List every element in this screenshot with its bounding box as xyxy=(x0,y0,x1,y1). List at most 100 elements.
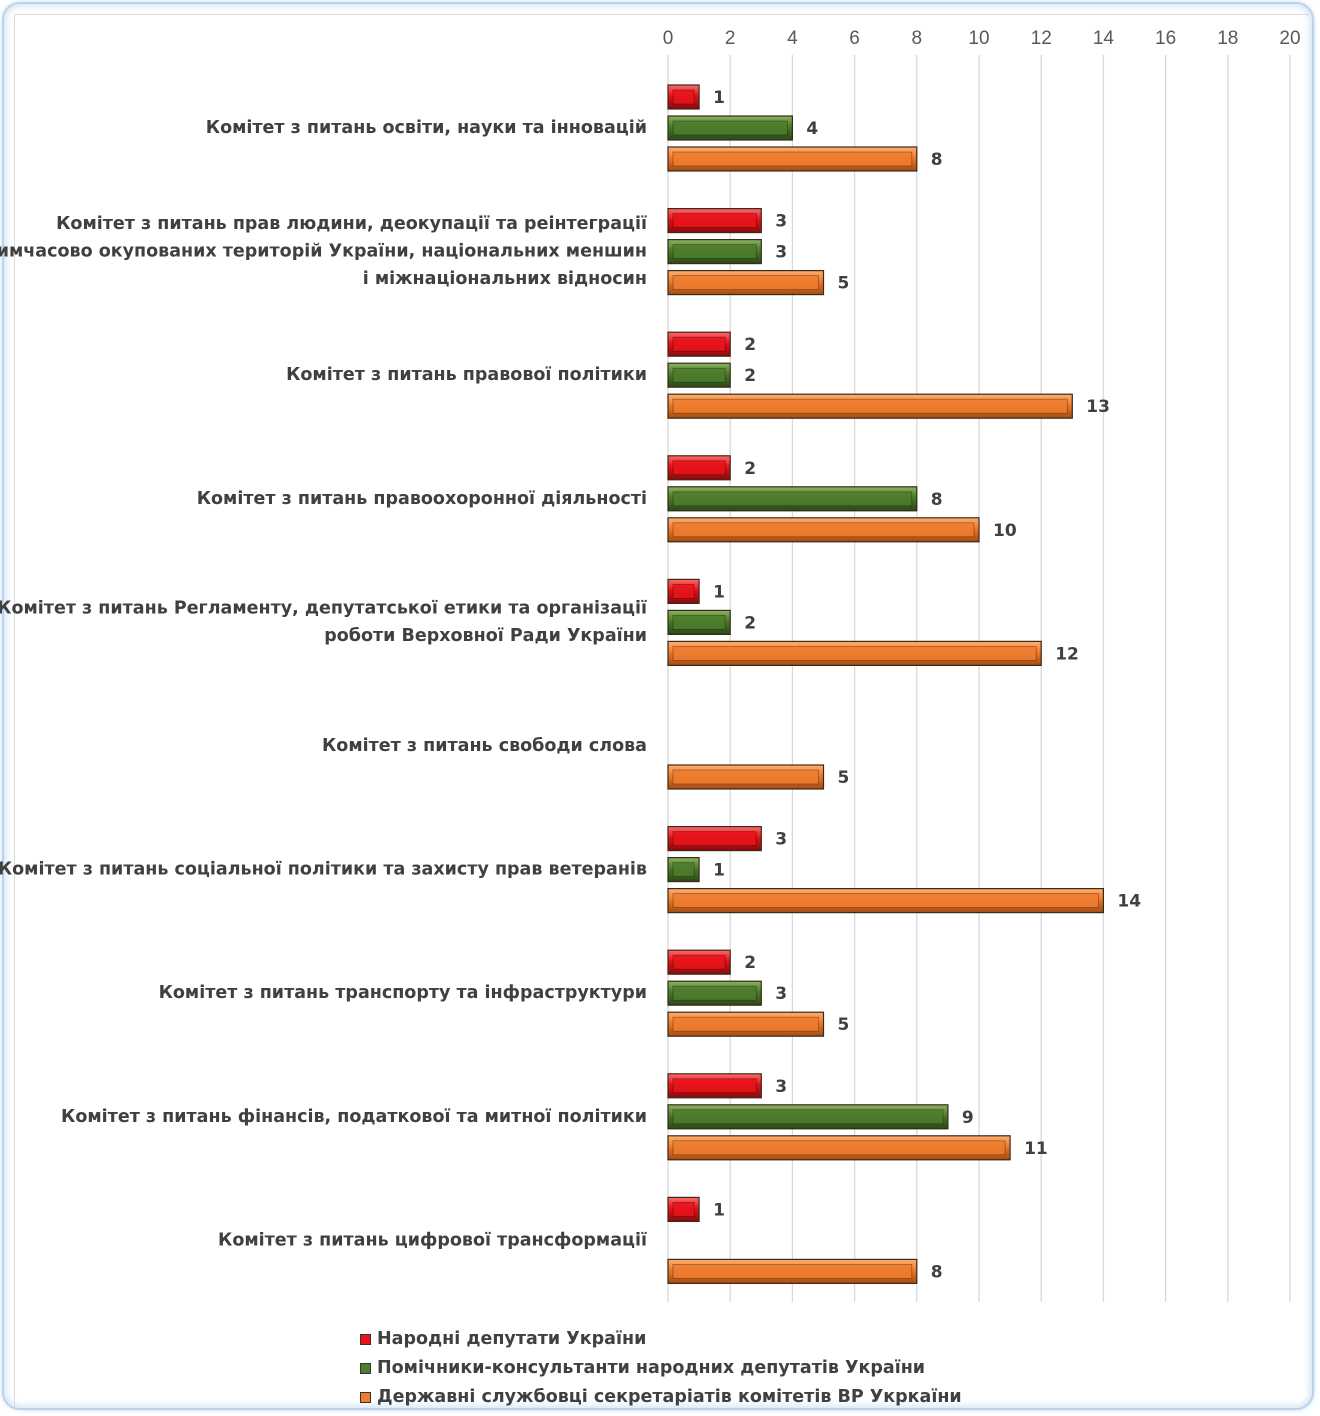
bar xyxy=(668,518,979,542)
bar-bevel xyxy=(673,646,1036,660)
bar xyxy=(668,610,730,634)
data-label: 9 xyxy=(962,1108,974,1128)
data-label: 2 xyxy=(744,459,756,479)
data-label: 8 xyxy=(931,1262,943,1282)
bar xyxy=(668,456,730,480)
legend-swatch-green xyxy=(360,1363,371,1374)
x-tick-label: 8 xyxy=(912,28,923,49)
data-label: 8 xyxy=(931,490,943,510)
data-label: 3 xyxy=(775,212,787,232)
legend-swatch-red xyxy=(360,1334,371,1345)
bar-bevel xyxy=(673,1079,756,1093)
x-tick-label: 2 xyxy=(725,28,736,49)
data-label: 3 xyxy=(775,830,787,850)
category-label: роботи Верховної Ради України xyxy=(324,626,647,646)
legend-label: Помічники-консультанти народних депутаті… xyxy=(377,1358,925,1378)
data-label: 1 xyxy=(713,582,725,602)
x-tick-label: 10 xyxy=(968,28,989,49)
data-label: 13 xyxy=(1086,397,1110,417)
bar-bevel xyxy=(673,832,756,846)
bar xyxy=(668,363,730,387)
bar-bevel xyxy=(673,1110,943,1124)
bar-bevel xyxy=(673,955,725,969)
bar xyxy=(668,579,699,603)
bar-bevel xyxy=(673,245,756,259)
category-label: Комітет з питань правоохоронної діяльнос… xyxy=(197,489,647,509)
data-label: 3 xyxy=(775,243,787,263)
bar xyxy=(668,1136,1010,1160)
data-label: 4 xyxy=(806,119,818,139)
x-tick-label: 20 xyxy=(1279,28,1300,49)
bar xyxy=(668,209,761,233)
bar xyxy=(668,240,761,264)
bar-chart: 0 2 4 6 8 10 12 14 16 18 20 Комітет з питань освіт… xyxy=(0,0,1320,1320)
x-tick-label: 18 xyxy=(1217,28,1238,49)
bar xyxy=(668,858,699,882)
bar xyxy=(668,394,1072,418)
data-label: 14 xyxy=(1117,892,1141,912)
bar-bevel xyxy=(673,152,912,166)
category-label: Комітет з питань свободи слова xyxy=(322,736,647,756)
bar xyxy=(668,1012,824,1036)
legend: Народні депутати України Помічники-консу… xyxy=(360,1325,962,1412)
category-label: тимчасово окупованих територій України, … xyxy=(0,242,647,262)
bar xyxy=(668,889,1103,913)
bars xyxy=(668,85,1103,1283)
bar-bevel xyxy=(673,461,725,475)
x-tick-label: 6 xyxy=(849,28,860,49)
data-label: 2 xyxy=(744,366,756,386)
bar-bevel xyxy=(673,584,694,598)
bar-bevel xyxy=(673,615,725,629)
bar xyxy=(668,641,1041,665)
legend-label: Народні депутати України xyxy=(377,1329,646,1349)
category-label: Комітет з питань правової політики xyxy=(286,365,647,385)
legend-item-civil-servants: Державні службовці секретаріатів комітет… xyxy=(360,1383,962,1412)
bar xyxy=(668,1105,948,1129)
bar-bevel xyxy=(673,368,725,382)
data-label: 5 xyxy=(838,1015,850,1035)
bar xyxy=(668,147,917,171)
bar xyxy=(668,827,761,851)
bar-bevel xyxy=(673,492,912,506)
bar-bevel xyxy=(673,1141,1005,1155)
category-label: Комітет з питань соціальної політики та … xyxy=(0,860,647,880)
legend-label: Державні службовці секретаріатів комітет… xyxy=(377,1387,962,1407)
bar xyxy=(668,1074,761,1098)
bar-bevel xyxy=(673,337,725,351)
bar xyxy=(668,85,699,109)
bar xyxy=(668,1259,917,1283)
x-tick-label: 14 xyxy=(1093,28,1115,49)
bar xyxy=(668,950,730,974)
bar-bevel xyxy=(673,523,974,537)
x-tick-label: 0 xyxy=(663,28,674,49)
category-labels: Комітет з питань освіти, науки та іннова… xyxy=(0,118,647,1250)
data-label: 1 xyxy=(713,861,725,881)
bar xyxy=(668,332,730,356)
bar-bevel xyxy=(673,214,756,228)
bar xyxy=(668,487,917,511)
bar xyxy=(668,271,824,295)
data-label: 2 xyxy=(744,335,756,355)
data-label: 12 xyxy=(1055,644,1079,664)
bar-bevel xyxy=(673,1202,694,1216)
category-label: Комітет з питань фінансів, податкової та… xyxy=(61,1107,647,1127)
data-label: 2 xyxy=(744,953,756,973)
data-label: 11 xyxy=(1024,1139,1048,1159)
data-label: 5 xyxy=(838,274,850,294)
category-label: Комітет з питань цифрової трансформації xyxy=(218,1230,647,1250)
data-label: 3 xyxy=(775,1077,787,1097)
bar xyxy=(668,765,824,789)
bar-bevel xyxy=(673,770,819,784)
legend-item-assistants: Помічники-консультанти народних депутаті… xyxy=(360,1354,962,1383)
bar xyxy=(668,981,761,1005)
bar-bevel xyxy=(673,276,819,290)
bar-bevel xyxy=(673,986,756,1000)
category-label: Комітет з питань Регламенту, депутатсько… xyxy=(0,599,647,619)
data-label: 3 xyxy=(775,984,787,1004)
bar-bevel xyxy=(673,121,787,135)
category-label: Комітет з питань транспорту та інфрастру… xyxy=(159,983,647,1003)
category-label: Комітет з питань прав людини, деокупації… xyxy=(56,214,647,234)
x-tick-label: 12 xyxy=(1031,28,1052,49)
data-label: 5 xyxy=(838,768,850,788)
